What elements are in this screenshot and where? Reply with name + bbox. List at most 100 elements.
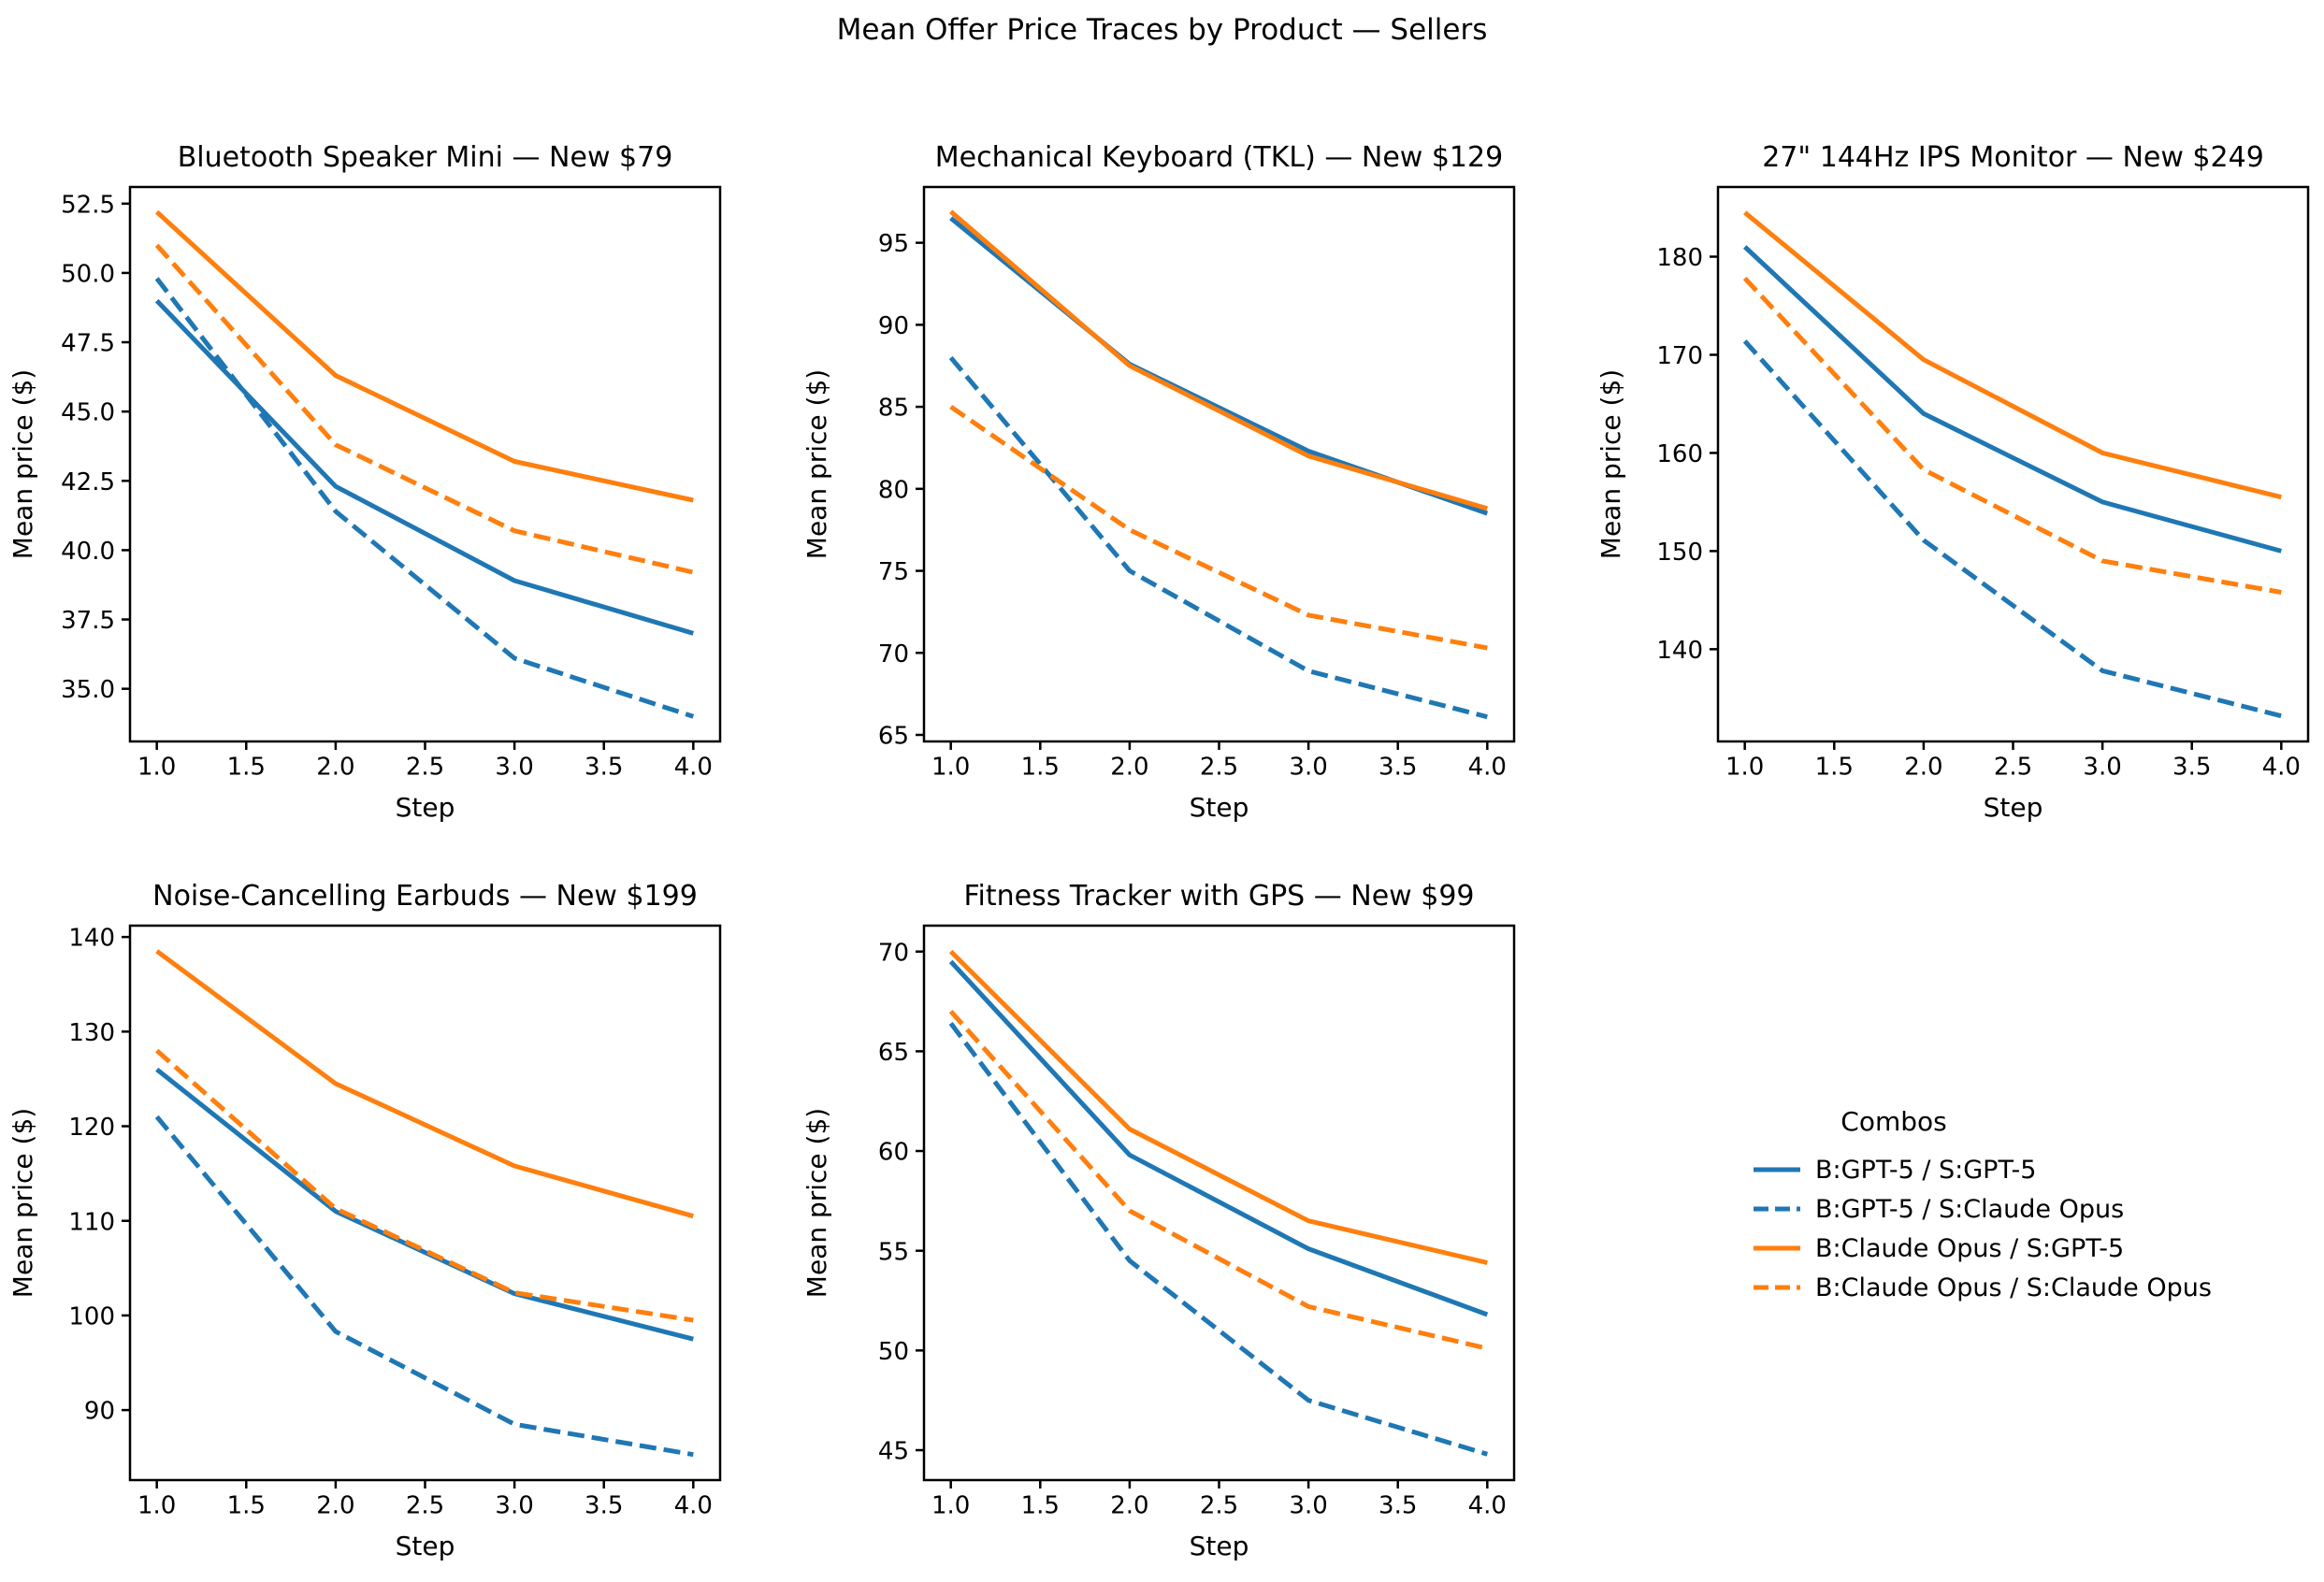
x-tick-label: 1.5 [1815, 753, 1854, 781]
x-tick-label: 2.0 [1904, 753, 1942, 781]
x-tick-label: 4.0 [674, 753, 713, 781]
subplot-title: Fitness Tracker with GPS — New $99 [963, 880, 1474, 913]
legend-line-sample [1754, 1285, 1800, 1290]
legend-line-sample [1754, 1245, 1800, 1251]
y-tick-label: 80 [878, 476, 909, 504]
x-tick-label: 1.5 [227, 1491, 266, 1519]
y-tick-label: 140 [68, 925, 115, 953]
subplot-ips-monitor: 1.0 1.5 2.0 2.5 3.0 3.5 4.0 140 150 160 170 180 27" … [1588, 0, 2324, 843]
legend-line-sample [1754, 1206, 1800, 1212]
x-axis-label: Step [1984, 792, 2043, 823]
series-line-3 [1742, 276, 2282, 595]
chart-svg: 1.0 1.5 2.0 2.5 3.0 3.5 4.0 65 70 75 80 85 90 95 Mecha… [801, 141, 1516, 823]
series-line-1 [948, 355, 1488, 720]
series-line-2 [155, 209, 694, 503]
y-axis-label: Mean price ($) [1595, 369, 1626, 559]
y-tick-label: 47.5 [61, 330, 115, 358]
subplot-title: Bluetooth Speaker Mini — New $79 [178, 141, 673, 174]
x-tick-label: 4.0 [674, 1491, 713, 1519]
x-tick-label: 1.5 [227, 753, 266, 781]
y-tick-label: 52.5 [61, 191, 115, 219]
chart-svg: 1.0 1.5 2.0 2.5 3.0 3.5 4.0 35.0 37.5 40.0 42.5 45.… [7, 141, 722, 823]
plot-frame [128, 924, 722, 1482]
x-tick-label: 4.0 [1468, 753, 1507, 781]
x-tick-label: 3.5 [585, 753, 623, 781]
x-tick-label: 3.5 [1379, 1491, 1417, 1519]
series-line-3 [155, 1048, 694, 1323]
y-tick-label: 110 [68, 1208, 115, 1236]
y-tick-label: 42.5 [61, 468, 115, 496]
x-tick-label: 3.5 [1379, 753, 1417, 781]
y-tick-label: 100 [68, 1303, 115, 1331]
y-tick-label: 75 [878, 558, 909, 586]
legend-label: B:Claude Opus / S:Claude Opus [1815, 1273, 2212, 1302]
y-tick-label: 160 [1656, 440, 1703, 468]
x-tick-label: 2.5 [1200, 1491, 1238, 1519]
x-tick-label: 3.5 [585, 1491, 623, 1519]
x-tick-label: 1.5 [1021, 753, 1060, 781]
x-tick-label: 1.0 [1725, 753, 1764, 781]
x-tick-label: 2.0 [316, 753, 354, 781]
x-tick-label: 2.0 [316, 1491, 354, 1519]
legend-line-sample [1754, 1167, 1800, 1172]
legend-item-0: B:GPT-5 / S:GPT-5 [1754, 1150, 2184, 1189]
y-tick-label: 65 [878, 723, 909, 751]
legend-item-2: B:Claude Opus / S:GPT-5 [1754, 1229, 2184, 1268]
y-axis-label: Mean price ($) [801, 1108, 832, 1298]
y-tick-label: 70 [878, 640, 909, 669]
legend-item-3: B:Claude Opus / S:Claude Opus [1754, 1268, 2212, 1307]
y-tick-label: 45 [878, 1438, 909, 1466]
chart-svg: 1.0 1.5 2.0 2.5 3.0 3.5 4.0 90 100 110 120 130 140 No… [7, 880, 722, 1561]
plot-frame [128, 185, 722, 743]
x-axis-label: Step [396, 1531, 455, 1561]
x-axis-label: Step [1190, 1531, 1249, 1561]
x-tick-label: 2.5 [1200, 753, 1238, 781]
plot-frame [1716, 185, 2310, 743]
x-tick-label: 1.5 [1021, 1491, 1060, 1519]
figure-title: Mean Offer Price Traces by Product — Sel… [836, 13, 1488, 47]
x-tick-label: 3.0 [1289, 1491, 1327, 1519]
series-line-0 [949, 216, 1489, 516]
series-line-2 [949, 209, 1489, 511]
subplot-title: Mechanical Keyboard (TKL) — New $129 [935, 141, 1503, 174]
x-tick-label: 4.0 [1468, 1491, 1507, 1519]
subplot-fitness-tracker: 1.0 1.5 2.0 2.5 3.0 3.5 4.0 45 50 55 60 65 70 Fitness… [794, 739, 1588, 1582]
chart-svg: 1.0 1.5 2.0 2.5 3.0 3.5 4.0 45 50 55 60 65 70 Fitness… [801, 880, 1516, 1561]
x-tick-label: 2.0 [1110, 1491, 1148, 1519]
y-tick-label: 45.0 [61, 399, 115, 427]
series-line-0 [155, 1067, 694, 1342]
plot-frame [922, 185, 1516, 743]
y-tick-label: 60 [878, 1139, 909, 1167]
y-tick-label: 55 [878, 1238, 909, 1266]
y-tick-label: 90 [878, 312, 909, 340]
legend-title: Combos [1840, 1106, 1947, 1137]
x-tick-label: 3.0 [1289, 753, 1327, 781]
y-tick-label: 90 [84, 1398, 115, 1426]
series-line-3 [949, 405, 1488, 651]
x-axis-label: Step [1190, 792, 1249, 823]
x-tick-label: 1.0 [137, 1491, 176, 1519]
y-axis-label: Mean price ($) [7, 369, 38, 559]
series-line-3 [154, 243, 694, 575]
y-tick-label: 130 [68, 1019, 115, 1047]
y-tick-label: 180 [1656, 244, 1703, 272]
x-tick-label: 2.0 [1110, 753, 1148, 781]
series-line-2 [155, 949, 694, 1219]
legend-label: B:GPT-5 / S:Claude Opus [1815, 1194, 2125, 1224]
series-line-0 [1742, 245, 2282, 554]
series-line-0 [948, 959, 1489, 1317]
y-tick-label: 40.0 [61, 538, 115, 566]
x-tick-label: 2.5 [1994, 753, 2032, 781]
y-axis-label: Mean price ($) [801, 369, 832, 559]
subplot-title: Noise-Cancelling Earbuds — New $199 [152, 880, 698, 913]
chart-legend: Combos B:GPT-5 / S:GPT-5 B:GPT-5 / S:Clau… [1754, 1106, 2212, 1307]
x-axis-label: Step [396, 792, 455, 823]
y-tick-label: 37.5 [61, 607, 115, 635]
series-line-1 [948, 1021, 1489, 1457]
legend-label: B:Claude Opus / S:GPT-5 [1815, 1233, 2125, 1263]
y-tick-label: 85 [878, 395, 909, 423]
x-tick-label: 4.0 [2262, 753, 2301, 781]
x-tick-label: 2.5 [406, 753, 444, 781]
series-line-0 [154, 298, 695, 636]
